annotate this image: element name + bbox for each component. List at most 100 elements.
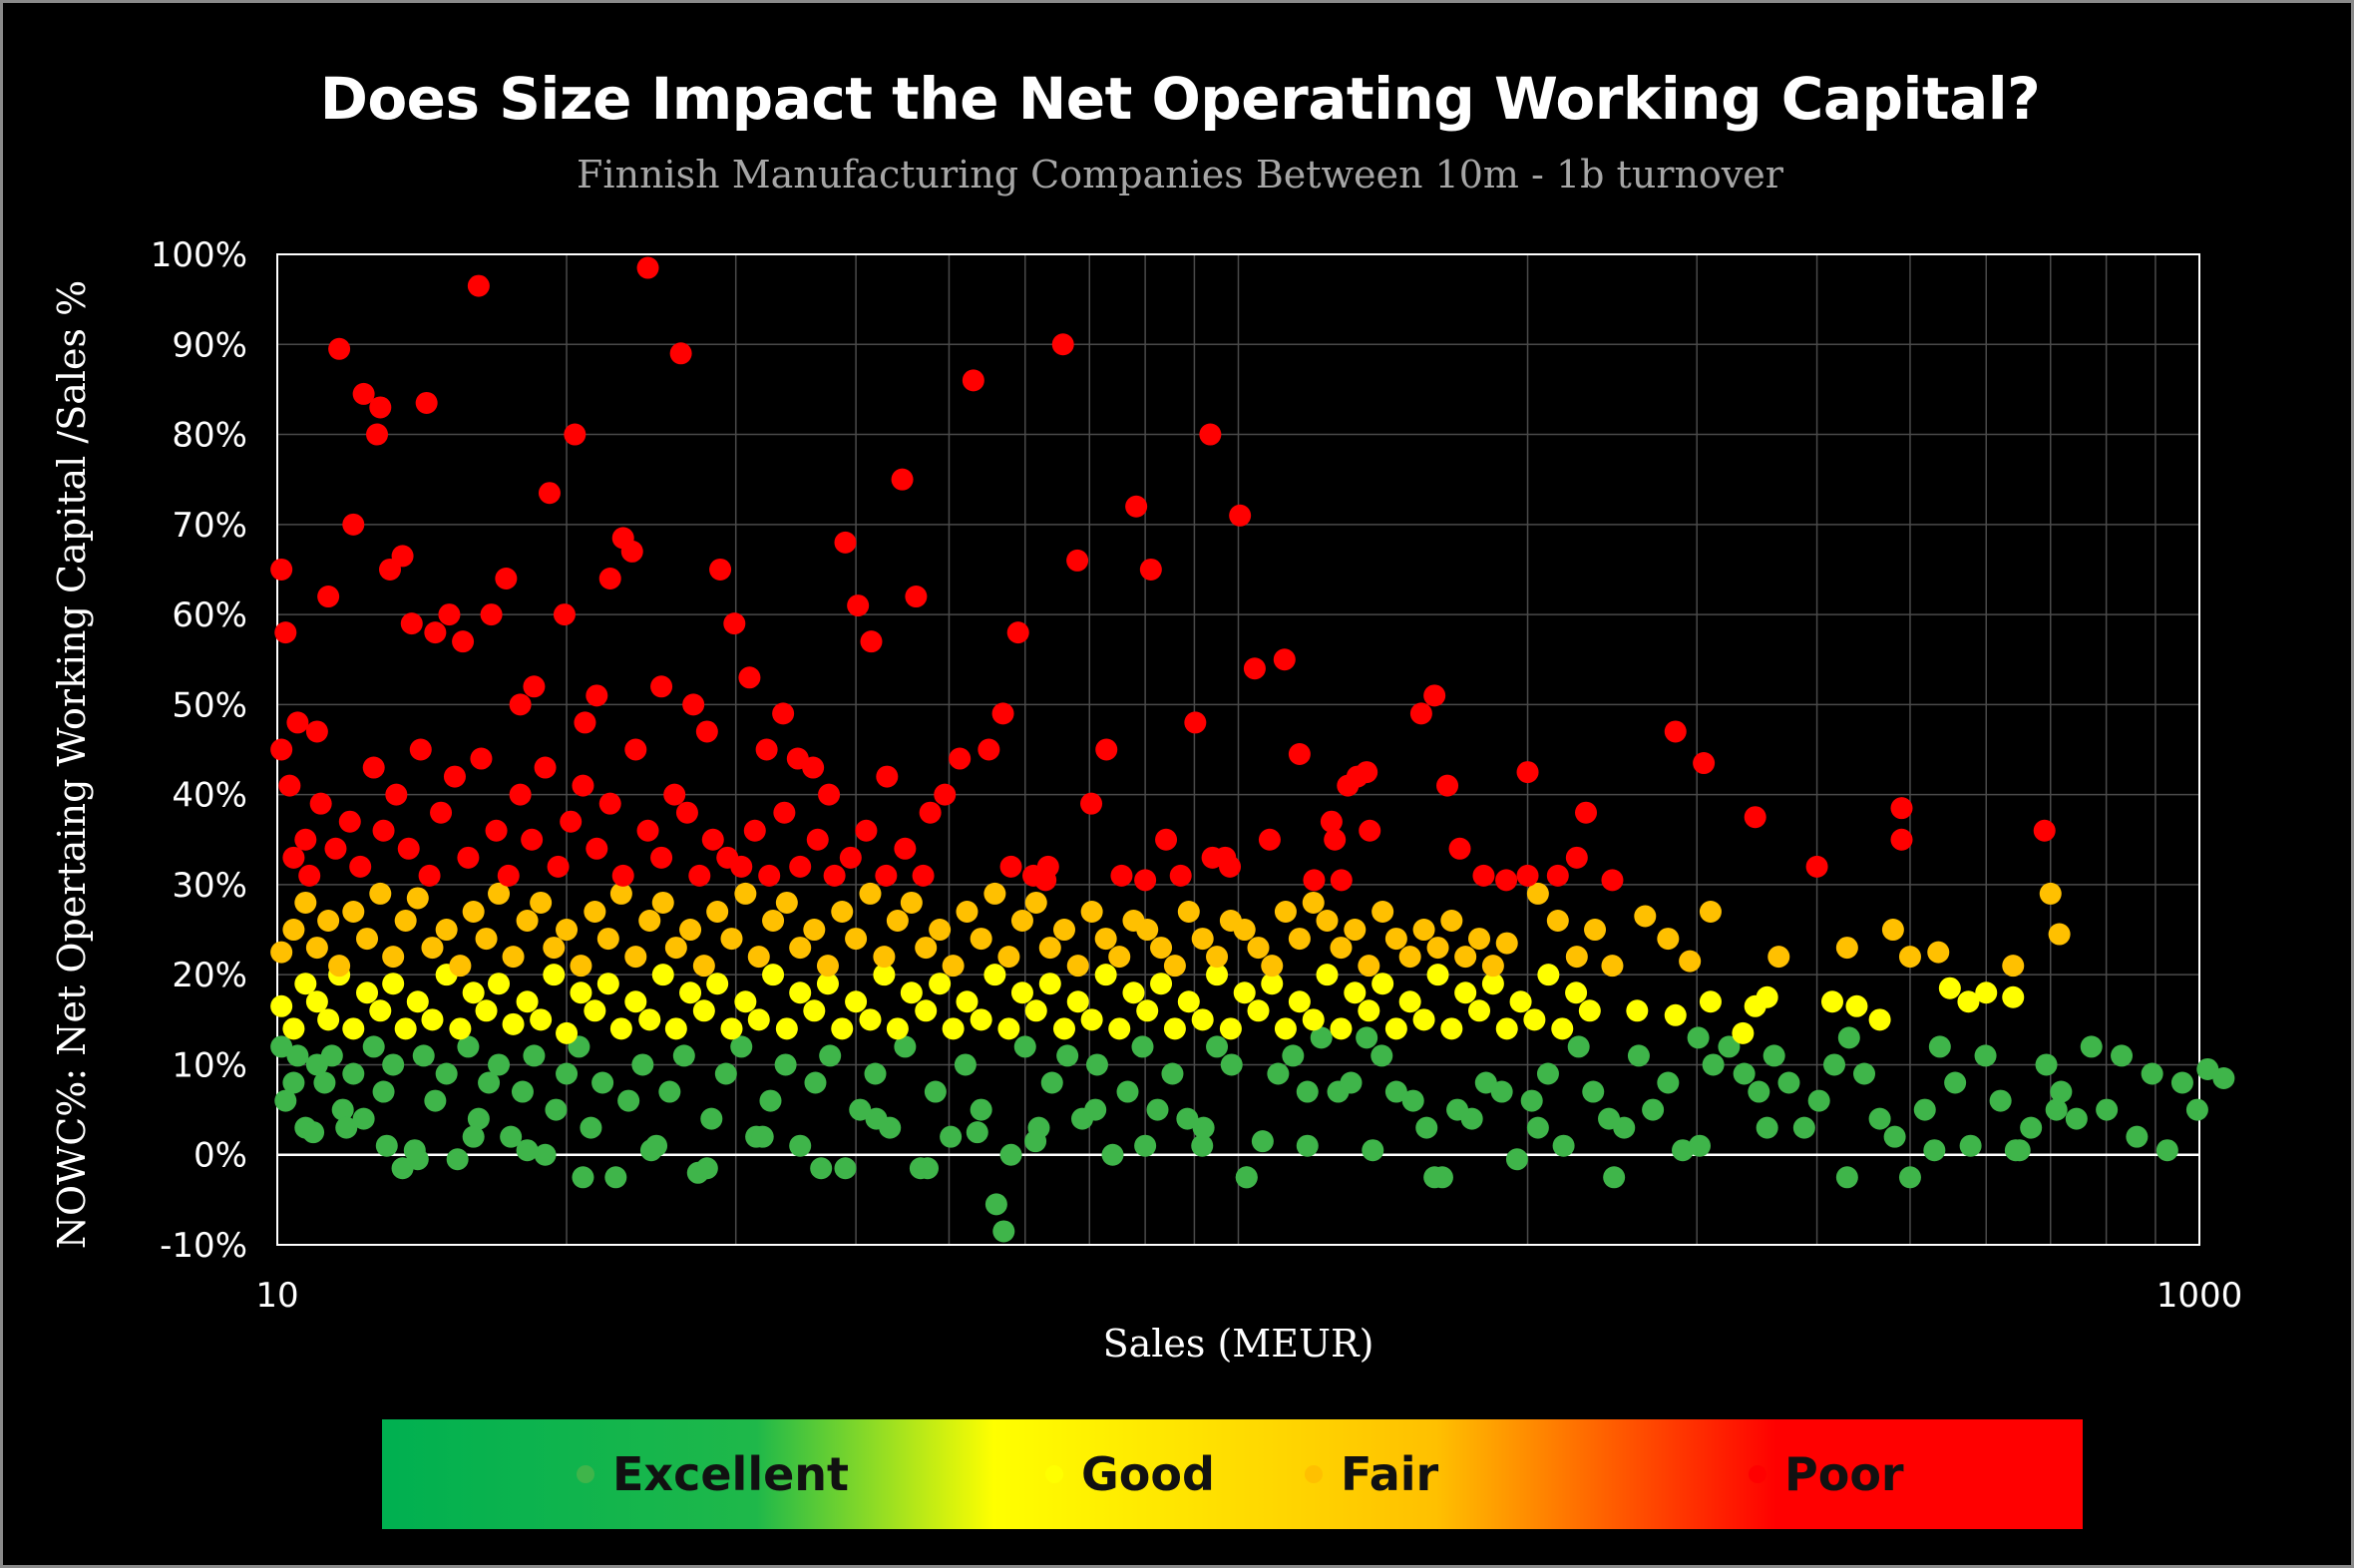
data-point-excellent [274,1089,297,1112]
data-point-good [1495,1017,1518,1040]
data-point-fair [1454,946,1477,969]
data-point-good [1177,990,1200,1013]
data-point-poor [1110,864,1133,887]
data-point-poor [1565,846,1588,869]
data-point-excellent [1131,1035,1154,1058]
data-point-poor [1664,720,1687,743]
data-point-fair [570,955,592,978]
data-point-poor [385,783,408,806]
data-point-poor [424,621,447,644]
data-point-excellent [810,1157,833,1180]
data-point-good [530,1008,553,1031]
data-point-fair [929,919,952,942]
data-point-poor [663,783,686,806]
data-point-poor [636,819,659,842]
data-point-poor [397,837,420,860]
data-point-fair [1177,900,1200,923]
data-point-poor [534,756,557,779]
data-point-poor [999,855,1022,878]
data-point-excellent [286,1044,309,1067]
data-point-fair [543,937,566,960]
data-point-poor [743,819,766,842]
data-point-good [449,1017,472,1040]
data-point-poor [572,774,594,797]
data-point-fair [845,928,868,951]
data-point-good [1626,999,1649,1022]
legend-label-poor: Poor [1784,1447,1904,1501]
data-point-excellent [751,1125,774,1148]
data-point-excellent [1603,1166,1626,1189]
data-point-poor [802,756,825,779]
data-point-poor [438,603,461,626]
data-point-excellent [2050,1080,2073,1103]
data-point-poor [1472,864,1495,887]
data-point-good [873,964,896,986]
data-point-excellent [302,1121,325,1144]
y-axis-title: NOWC%: Net Opertaing Working Capital /Sa… [50,280,94,1249]
series-poor [270,256,2056,892]
data-point-excellent [1296,1134,1319,1157]
data-point-poor [564,423,587,446]
data-point-poor [1080,792,1103,815]
data-point-excellent [2196,1057,2219,1080]
data-point-poor [598,792,621,815]
data-point-good [1024,999,1047,1022]
data-point-good [1454,981,1477,1004]
data-point-excellent [352,1107,375,1130]
data-point-poor [669,342,692,365]
data-point-good [270,994,293,1017]
data-point-excellent [2111,1044,2134,1067]
data-point-poor [309,792,332,815]
data-point-excellent [580,1116,602,1139]
data-point-good [1384,1017,1407,1040]
data-point-excellent [1657,1071,1680,1094]
data-point-excellent [1192,1116,1215,1139]
data-point-excellent [789,1134,812,1157]
data-point-poor [891,468,914,491]
data-point-good [1732,1021,1755,1044]
data-point-poor [278,774,301,797]
data-point-excellent [2045,1098,2068,1121]
data-point-good [1440,1017,1463,1040]
data-point-poor [305,720,328,743]
data-point-poor [1805,855,1828,878]
y-tick-label: 30% [172,866,247,906]
data-point-poor [1066,549,1089,572]
data-point-excellent [1837,1026,1860,1049]
data-point-excellent [500,1125,523,1148]
data-point-good [570,981,592,1004]
data-point-fair [1066,955,1089,978]
data-point-good [1820,990,1843,1013]
data-point-fair [2039,882,2062,905]
data-point-excellent [1974,1044,1997,1067]
data-point-excellent [1206,1035,1229,1058]
data-point-poor [1288,743,1311,766]
data-point-fair [435,919,458,942]
data-point-excellent [412,1044,435,1067]
data-point-poor [509,783,532,806]
data-point-excellent [511,1080,534,1103]
data-point-good [706,973,729,995]
data-point-excellent [1024,1130,1047,1153]
data-point-excellent [1868,1107,1891,1130]
data-point-poor [919,801,942,824]
data-point-excellent [604,1166,627,1189]
data-point-excellent [1567,1035,1590,1058]
data-point-excellent [1702,1053,1725,1076]
data-point-good [1052,1017,1075,1040]
data-point-excellent [1384,1080,1407,1103]
data-point-fair [983,882,1006,905]
legend-marker-excellent [577,1465,594,1483]
data-point-excellent [1526,1116,1549,1139]
data-point-fair [720,928,743,951]
data-point-poor [1006,621,1029,644]
data-point-poor [755,738,778,761]
data-point-excellent [2096,1098,2119,1121]
data-point-poor [611,864,634,887]
data-point-fair [1261,955,1284,978]
data-point-excellent [695,1157,718,1180]
data-point-excellent [999,1143,1022,1166]
data-point-excellent [1296,1080,1319,1103]
data-point-poor [509,693,532,716]
data-point-excellent [342,1062,365,1085]
